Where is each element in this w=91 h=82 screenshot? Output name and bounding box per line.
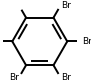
Text: Br: Br: [82, 37, 91, 46]
Text: Br: Br: [61, 1, 71, 10]
Text: Br: Br: [61, 73, 71, 82]
Text: Br: Br: [9, 73, 19, 82]
